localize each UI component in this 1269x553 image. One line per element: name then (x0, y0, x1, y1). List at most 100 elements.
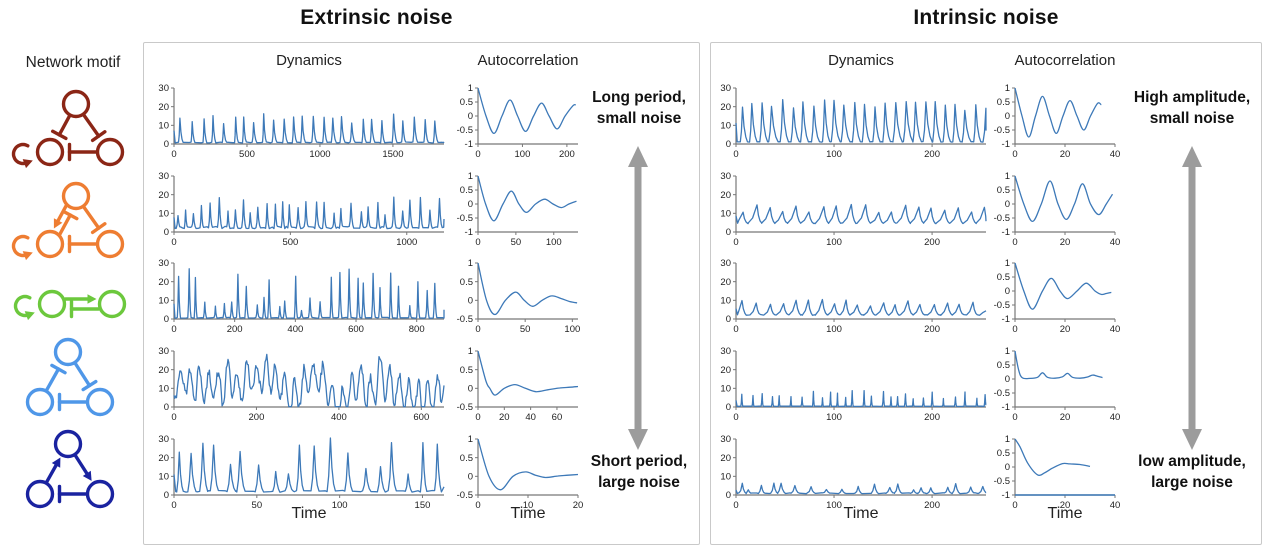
svg-text:20: 20 (1060, 412, 1071, 423)
node-right (95, 229, 125, 259)
extrinsic-dynamics-header: Dynamics (276, 52, 342, 69)
trace (735, 203, 987, 225)
svg-text:100: 100 (826, 324, 842, 335)
svg-text:600: 600 (413, 412, 429, 423)
dynamics-plot-extrinsic-row2-svg: 0 10 20 30 0 500 1000 (158, 171, 445, 248)
svg-text:-0.5: -0.5 (994, 476, 1010, 487)
svg-text:100: 100 (546, 237, 562, 248)
autocorr-plot-extrinsic-row5: 1 0.5 0 -0.5 0 10 20 (450, 434, 588, 516)
svg-text:10: 10 (158, 472, 169, 483)
svg-text:-1: -1 (1002, 314, 1010, 325)
motif-mixed-feedback-selfloop-orange-diagram (11, 181, 125, 261)
svg-text:100: 100 (564, 324, 580, 335)
svg-text:-0.5: -0.5 (457, 402, 473, 413)
svg-text:100: 100 (332, 500, 348, 511)
trace (173, 196, 445, 230)
svg-text:0: 0 (1005, 286, 1010, 297)
extrinsic-autocorrelation-header: Autocorrelation (477, 52, 579, 69)
svg-text:0.5: 0.5 (460, 185, 473, 196)
trace (477, 350, 579, 396)
svg-text:200: 200 (249, 412, 265, 423)
trace (1014, 175, 1114, 223)
svg-text:0: 0 (475, 500, 480, 511)
autocorr-plot-intrinsic-row5: 1 0.5 0 -0.5 -1 0 20 40 (987, 434, 1125, 516)
extrinsic-top-annotation: Long period, small noise (592, 89, 686, 127)
extrinsic-dynamics-time-label: Time (291, 505, 327, 522)
svg-text:30: 30 (158, 172, 169, 182)
svg-text:200: 200 (924, 324, 940, 335)
svg-text:0.5: 0.5 (997, 448, 1010, 459)
extrinsic-updown-arrow-icon (628, 146, 648, 450)
node-right (97, 289, 127, 319)
svg-text:20: 20 (720, 277, 731, 288)
svg-text:-1: -1 (1002, 402, 1010, 413)
trace (173, 353, 445, 408)
extrinsic-bottom-annotation: Short period, large noise (590, 453, 688, 491)
svg-text:1: 1 (468, 347, 473, 357)
svg-text:400: 400 (331, 412, 347, 423)
svg-text:200: 200 (924, 149, 940, 160)
trace (735, 298, 987, 316)
svg-text:1: 1 (468, 84, 473, 94)
svg-text:0: 0 (171, 412, 176, 423)
svg-text:20: 20 (1060, 237, 1071, 248)
trace (1014, 350, 1103, 380)
svg-text:30: 30 (158, 259, 169, 269)
svg-text:40: 40 (1110, 149, 1121, 160)
svg-text:-0.5: -0.5 (457, 125, 473, 136)
svg-text:20: 20 (158, 190, 169, 201)
svg-text:100: 100 (826, 237, 842, 248)
autocorr-plot-extrinsic-row5-svg: 10.50-0.50 10 20 (457, 434, 584, 511)
autocorr-plot-extrinsic-row4-svg: 10.50-0.50 20 40 60 (457, 346, 579, 423)
node-top (61, 89, 91, 119)
node-right (95, 137, 125, 167)
svg-text:0: 0 (468, 384, 473, 395)
svg-text:0: 0 (164, 490, 169, 501)
node-top (53, 337, 83, 367)
svg-text:500: 500 (282, 237, 298, 248)
svg-text:-1: -1 (1002, 139, 1010, 150)
svg-text:1: 1 (468, 435, 473, 445)
trace (477, 87, 576, 135)
svg-text:150: 150 (415, 500, 431, 511)
dynamics-plot-intrinsic-row2-svg: 0 10 20 30 0 100 200 (720, 171, 987, 248)
dynamics-plot-extrinsic-row5: 0 10 20 30 0 50 100 150 (146, 434, 454, 516)
svg-text:0: 0 (475, 237, 480, 248)
svg-text:0.5: 0.5 (997, 360, 1010, 371)
intrinsic-updown-arrow-icon (1182, 146, 1202, 450)
svg-text:100: 100 (826, 500, 842, 511)
svg-text:30: 30 (158, 347, 169, 357)
svg-text:-1: -1 (1002, 227, 1010, 238)
svg-text:0.5: 0.5 (460, 277, 473, 288)
svg-text:40: 40 (1110, 324, 1121, 335)
dynamics-plot-intrinsic-row5-svg: 0 10 20 30 0 100 200 (720, 434, 987, 511)
svg-text:0.5: 0.5 (460, 97, 473, 108)
svg-text:0: 0 (733, 237, 738, 248)
svg-text:20: 20 (720, 365, 731, 376)
motif-activator-loop-dark-blue (8, 428, 130, 520)
svg-text:0: 0 (726, 402, 731, 413)
svg-text:100: 100 (826, 412, 842, 423)
dynamics-plot-extrinsic-row3-svg: 0 10 20 30 0 200 400 600 800 (158, 258, 445, 335)
trace (735, 389, 987, 408)
svg-text:-0.5: -0.5 (457, 213, 473, 224)
dynamics-plot-extrinsic-row1: 0 10 20 30 0 500 1000 1500 (146, 83, 454, 165)
motif-two-node-feedback-green (8, 258, 130, 350)
autocorr-plot-intrinsic-row3-svg: 10.50-0.5-10 20 40 (994, 258, 1121, 335)
svg-text:200: 200 (227, 324, 243, 335)
motif-mixed-feedback-selfloop-orange (8, 178, 130, 270)
svg-text:0: 0 (164, 227, 169, 238)
svg-text:20: 20 (158, 365, 169, 376)
svg-text:-0.5: -0.5 (994, 300, 1010, 311)
svg-text:1: 1 (468, 172, 473, 182)
svg-text:10: 10 (720, 121, 731, 132)
intrinsic-dynamics-time-label: Time (843, 505, 879, 522)
trace (735, 482, 987, 495)
svg-text:20: 20 (499, 412, 510, 423)
svg-text:40: 40 (1110, 237, 1121, 248)
svg-text:0: 0 (171, 500, 176, 511)
svg-text:1: 1 (1005, 84, 1010, 94)
intrinsic-dynamics-header: Dynamics (828, 52, 894, 69)
svg-text:100: 100 (515, 149, 531, 160)
